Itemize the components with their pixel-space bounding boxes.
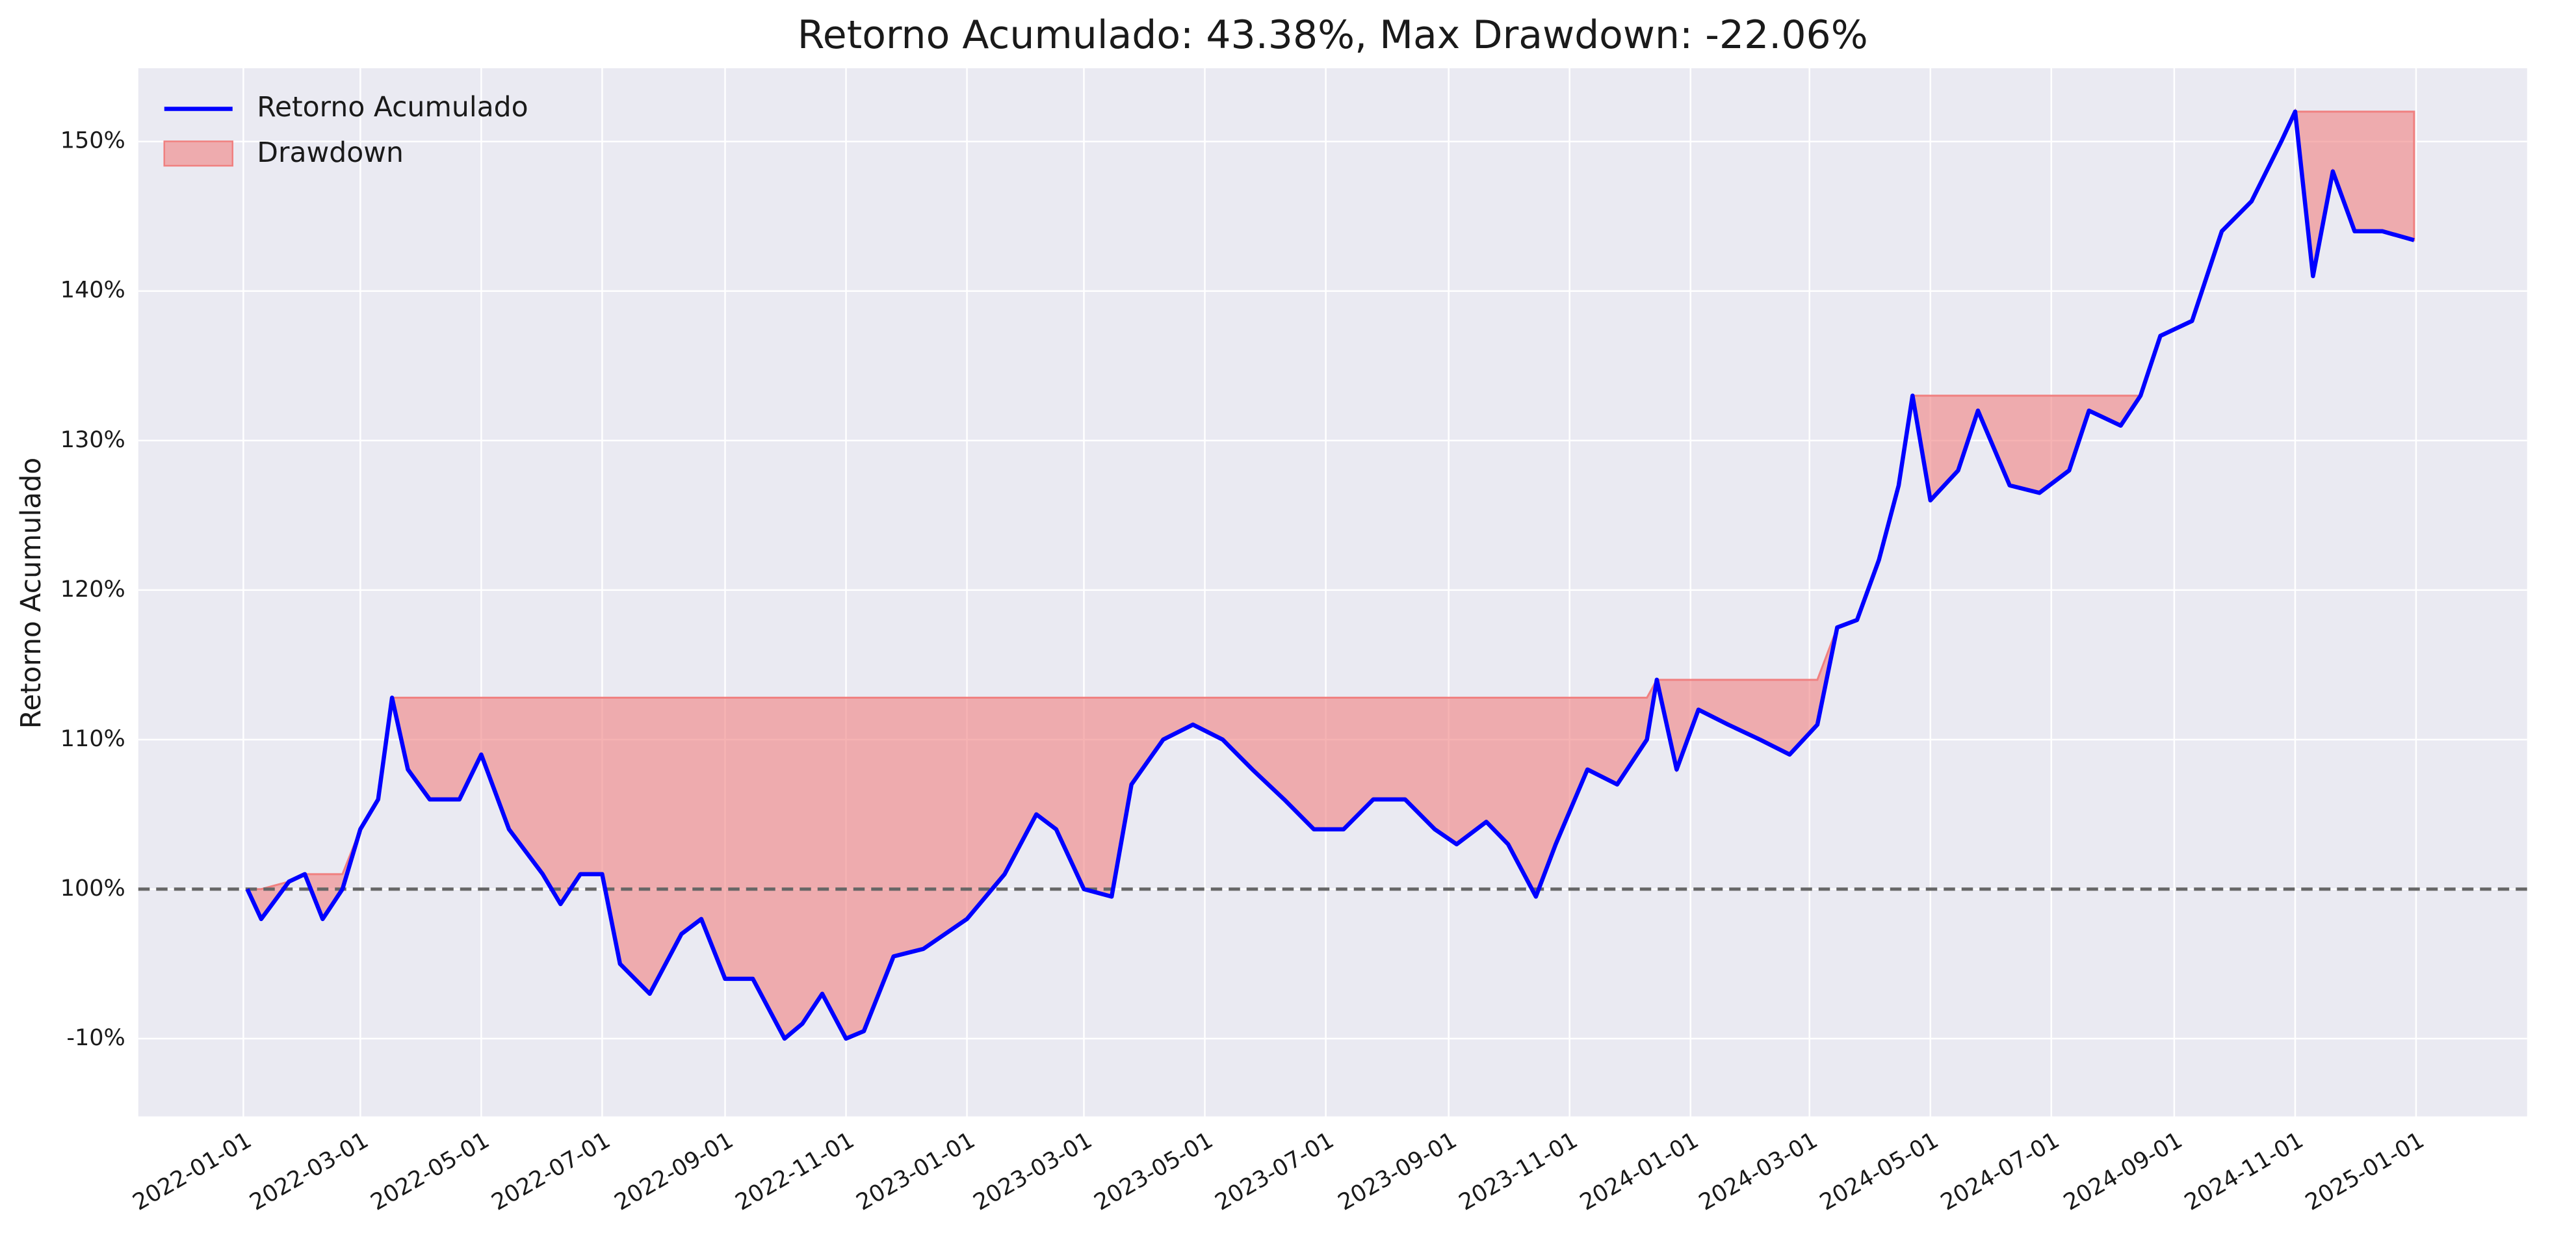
line-series <box>245 109 2415 1041</box>
plot-area <box>138 68 2527 1117</box>
y-axis-label: Retorno Acumulado <box>16 458 47 729</box>
legend-label: Retorno Acumulado <box>257 92 528 124</box>
y-tick-label: 120% <box>60 577 125 603</box>
y-tick-label: 150% <box>60 128 125 154</box>
legend-swatch <box>163 140 234 167</box>
legend-label: Drawdown <box>257 137 404 169</box>
y-tick-label: -10% <box>66 1025 125 1051</box>
y-tick-label: 100% <box>60 876 125 902</box>
y-tick-label: 110% <box>60 726 125 752</box>
y-tick-label: 140% <box>60 278 125 304</box>
chart-title: Retorno Acumulado: 43.38%, Max Drawdown:… <box>798 12 1868 58</box>
y-tick-label: 130% <box>60 427 125 453</box>
